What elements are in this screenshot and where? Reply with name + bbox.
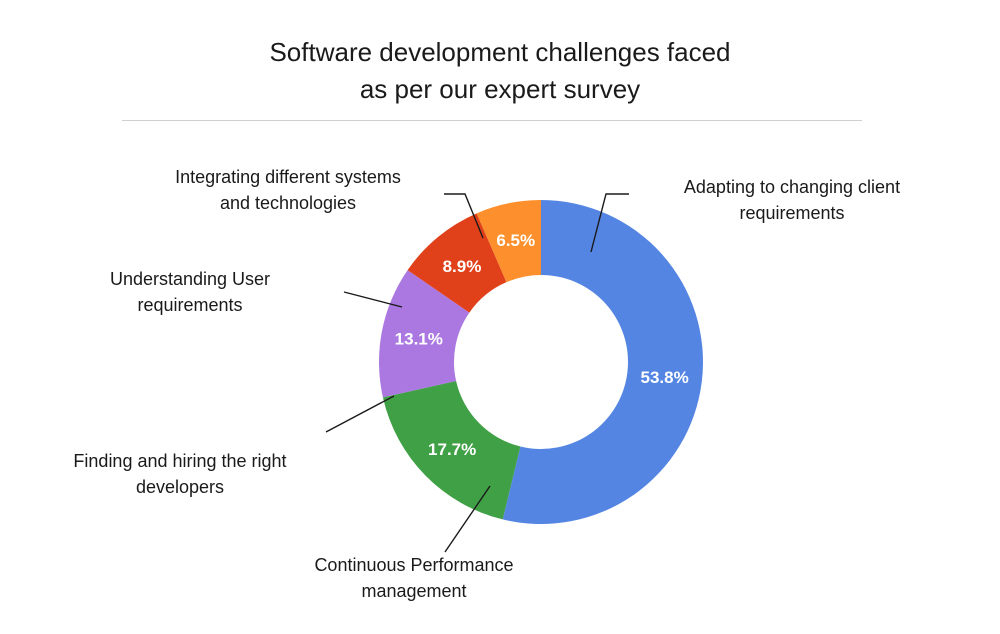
slice-adapting	[502, 200, 703, 524]
category-label-adapting: Adapting to changing client requirements	[683, 177, 901, 223]
title-divider	[122, 120, 862, 121]
leader-line-continuous-performance	[444, 485, 491, 553]
chart-title: Software development challenges faced as…	[0, 34, 1000, 108]
category-label-finding-hiring: Finding and hiring the right developers	[73, 451, 287, 497]
slice-understanding-user	[407, 213, 507, 313]
leader-line-finding-hiring	[325, 395, 395, 433]
chart-title-line-1: Software development challenges faced	[269, 37, 731, 67]
leader-line-integrating-systems	[444, 193, 484, 239]
value-label-continuous-performance: 17.7%	[428, 440, 476, 459]
value-label-adapting: 53.8%	[641, 368, 689, 387]
category-label-continuous-performance: Continuous Performance management	[314, 555, 514, 601]
slice-finding-hiring	[379, 270, 470, 398]
category-label-understanding-user: Understanding User requirements	[109, 269, 271, 315]
slice-continuous-performance	[382, 380, 521, 520]
value-label-finding-hiring: 13.1%	[395, 329, 443, 348]
chart-title-line-2: as per our expert survey	[359, 74, 641, 104]
category-label-integrating-systems: Integrating different systems and techno…	[175, 167, 401, 213]
slice-integrating-systems	[476, 200, 541, 283]
value-label-integrating-systems: 6.5%	[496, 231, 535, 250]
leader-line-understanding-user	[343, 291, 403, 308]
value-label-understanding-user: 8.9%	[443, 257, 482, 276]
leader-line-adapting	[590, 193, 629, 253]
